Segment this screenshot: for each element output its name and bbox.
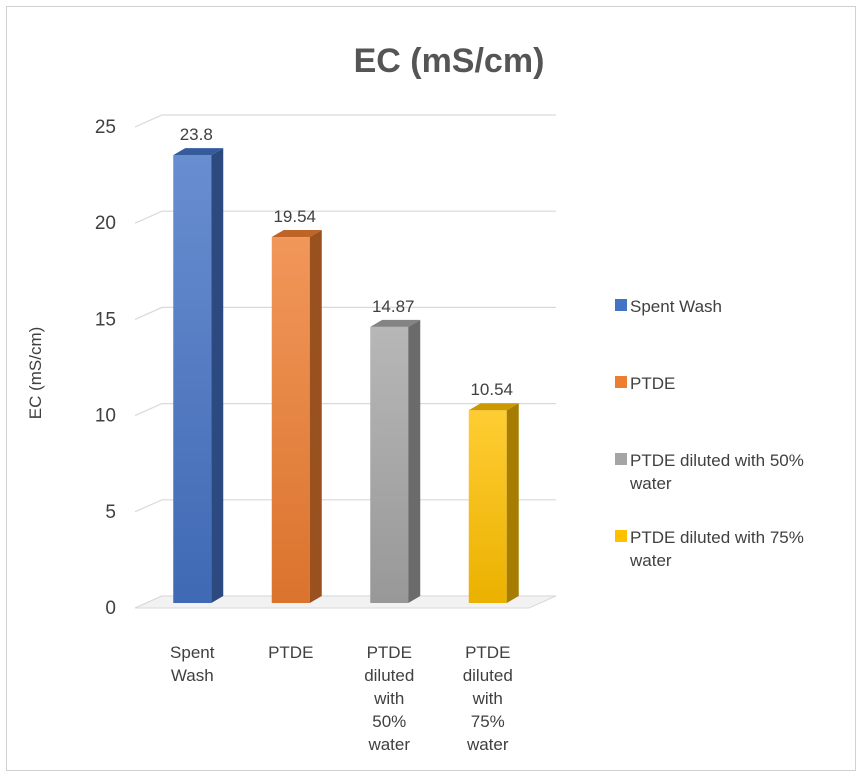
y-tick-label: 20 xyxy=(95,213,116,234)
legend-entry: Spent Wash xyxy=(615,297,722,316)
x-tick-label: PTDE diluted with 50% water xyxy=(364,643,414,754)
gridline xyxy=(134,403,556,417)
bar-top xyxy=(370,319,421,327)
gridlines xyxy=(134,114,557,609)
gridline xyxy=(134,306,556,320)
legend-swatch xyxy=(615,530,627,542)
y-tick-label: 10 xyxy=(95,406,116,427)
bar-front xyxy=(370,326,409,603)
chart-floor xyxy=(134,595,557,609)
legend-swatch xyxy=(615,376,627,388)
bar-top xyxy=(173,148,224,156)
y-axis-title: EC (mS/cm) xyxy=(26,327,45,420)
y-tick-label: 0 xyxy=(105,598,116,619)
data-label: 23.8 xyxy=(180,125,213,144)
data-label: 10.54 xyxy=(470,380,513,399)
bar xyxy=(370,319,421,603)
bar-side xyxy=(211,148,224,603)
bar-front xyxy=(173,155,212,603)
bar xyxy=(173,148,224,603)
bar-side xyxy=(309,230,322,603)
y-axis-ticks: 0 5 10 15 20 25 xyxy=(95,117,116,619)
y-tick-label: 5 xyxy=(105,502,116,523)
legend-label: PTDE xyxy=(630,374,675,393)
legend-entry: PTDE diluted with 75% water xyxy=(615,528,804,570)
data-label: 14.87 xyxy=(372,297,415,316)
bar-side xyxy=(506,403,519,603)
bar-top xyxy=(271,230,322,238)
chart-frame: EC (mS/cm) 0 5 10 15 20 25 EC (mS/cm) 23.8 19.… xyxy=(6,6,856,771)
x-tick-label: PTDE diluted with 75% water xyxy=(463,643,513,754)
x-tick-label: Spent Wash xyxy=(170,643,215,685)
x-axis-categories: Spent Wash PTDE PTDE diluted with 50% water PTDE… xyxy=(170,643,513,754)
gridline xyxy=(134,114,556,128)
bar-top xyxy=(468,403,519,411)
legend-entry: PTDE xyxy=(615,374,675,393)
gridline xyxy=(134,499,556,513)
gridline xyxy=(134,210,556,224)
ec-bar-chart: EC (mS/cm) 0 5 10 15 20 25 EC (mS/cm) 23.8 19.… xyxy=(26,42,804,754)
data-labels: 23.8 19.54 14.87 10.54 xyxy=(180,125,513,399)
legend: Spent Wash PTDE PTDE diluted with 50% water… xyxy=(615,297,804,570)
legend-label: PTDE diluted with 50% water xyxy=(629,451,804,493)
chart-title: EC (mS/cm) xyxy=(354,42,545,80)
legend-label: PTDE diluted with 75% water xyxy=(629,528,804,570)
bar-front xyxy=(468,410,507,603)
y-tick-label: 15 xyxy=(95,309,116,330)
legend-label: Spent Wash xyxy=(630,297,722,316)
legend-swatch xyxy=(615,453,627,465)
legend-swatch xyxy=(615,299,627,311)
data-label: 19.54 xyxy=(273,207,316,226)
bars xyxy=(173,148,519,603)
x-tick-label: PTDE xyxy=(268,643,313,662)
bar xyxy=(468,403,519,603)
bar xyxy=(271,230,322,603)
legend-entry: PTDE diluted with 50% water xyxy=(615,451,804,493)
bar-side xyxy=(408,319,421,603)
y-tick-label: 25 xyxy=(95,117,116,138)
bar-front xyxy=(271,237,310,603)
